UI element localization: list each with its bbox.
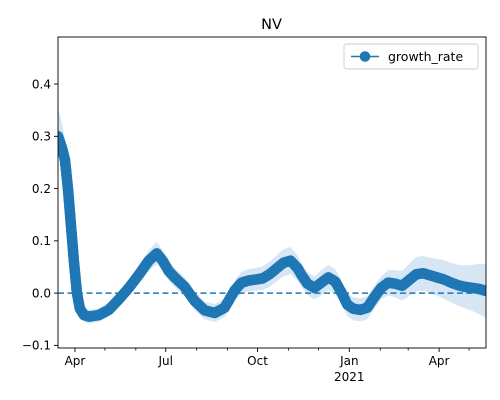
x-tick-label: Jul	[158, 354, 173, 368]
data-point	[480, 285, 486, 297]
x-tick-label: Apr	[65, 354, 86, 368]
x-tick-label: Oct	[247, 354, 268, 368]
x-tick-label: Apr	[429, 354, 450, 368]
y-tick-label: 0.4	[32, 77, 51, 91]
x-tick-year-label: 2021	[334, 370, 365, 384]
legend: growth_rate	[343, 43, 479, 70]
y-tick-label: 0.0	[32, 286, 51, 300]
legend-marker	[359, 51, 371, 62]
x-tick-label: Jan	[339, 354, 359, 368]
plot-frame	[57, 36, 487, 349]
y-tick-label: 0.3	[32, 130, 51, 144]
series-layer	[58, 131, 486, 322]
y-tick-label: −0.1	[22, 339, 51, 353]
y-tick-label: 0.2	[32, 182, 51, 196]
chart-title: NV	[261, 17, 282, 33]
y-tick-label: 0.1	[32, 234, 51, 248]
axes-layer: −0.1 0.0 0.1 0.2 0.3 0.4 Apr Jul Oct Jan 2021 Apr	[22, 36, 487, 384]
legend-box	[343, 43, 479, 70]
legend-label: growth_rate	[388, 49, 463, 64]
